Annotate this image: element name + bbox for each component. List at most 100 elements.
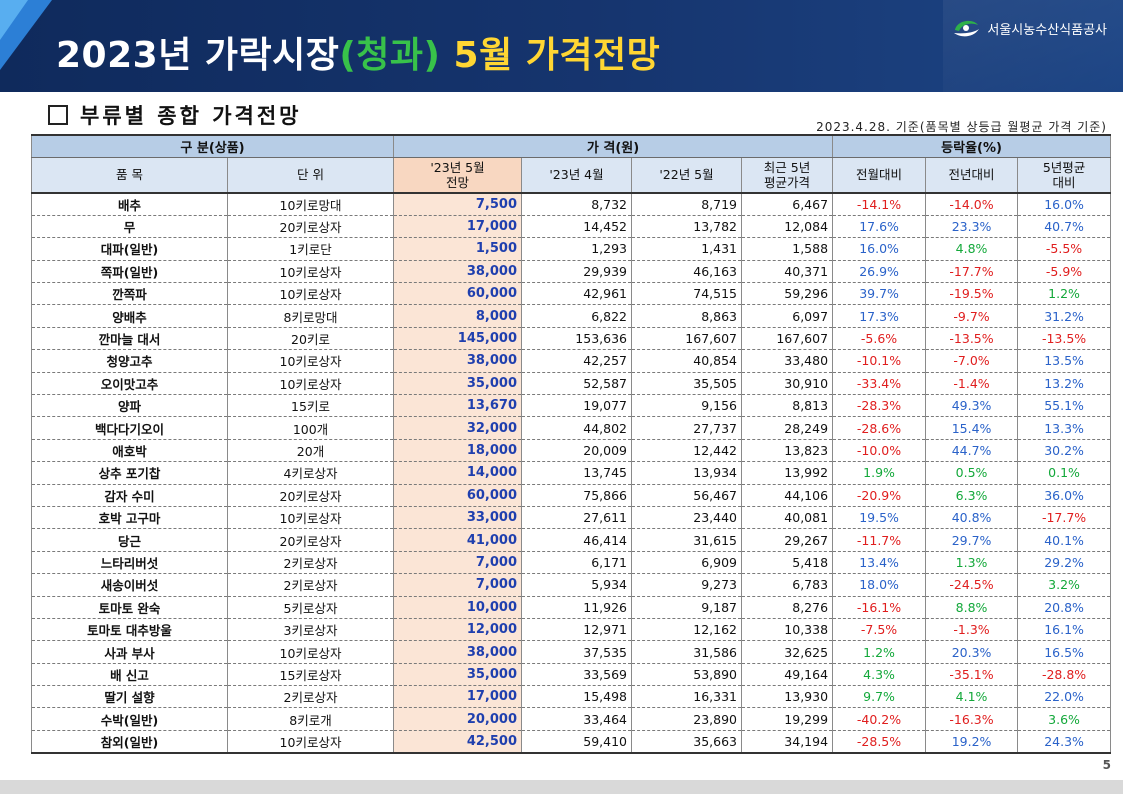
cell-may22: 74,515 xyxy=(631,282,742,306)
cell-forecast: 41,000 xyxy=(393,528,522,552)
col-header-may22: '22년 5월 xyxy=(631,157,742,194)
cell-item: 백다다기오이 xyxy=(31,416,228,440)
cell-may22: 9,273 xyxy=(631,573,742,597)
cell-apr23: 42,961 xyxy=(521,282,632,306)
col-header-mom: 전월대비 xyxy=(832,157,927,194)
cell-avg5: 40,081 xyxy=(740,506,834,530)
cell-mom: 19.5% xyxy=(832,506,927,530)
cell-unit: 10키로상자 xyxy=(227,260,394,284)
cell-forecast: 20,000 xyxy=(393,707,522,731)
cell-yoy: -35.1% xyxy=(925,663,1019,687)
cell-mom: 18.0% xyxy=(832,573,927,597)
cell-avg5: 8,276 xyxy=(740,596,834,619)
table-row: 수박(일반) 8키로개 20,000 33,464 23,890 19,299 -40.2%… xyxy=(31,707,1112,731)
cell-may22: 167,607 xyxy=(631,327,742,351)
cell-avg5: 6,467 xyxy=(740,193,834,216)
table-row: 무 20키로상자 17,000 14,452 13,782 12,084 17.6% 23.3… xyxy=(31,215,1112,239)
cell-forecast: 42,500 xyxy=(393,730,522,754)
basis-note: 2023.4.28. 기준(품목별 상등급 월평균 가격 기준) xyxy=(816,120,1107,134)
banner-sheen xyxy=(943,0,1123,92)
table-body: 배추 10키로망대 7,500 8,732 8,719 6,467 -14.1% -14.0%… xyxy=(31,193,1112,754)
table-row: 백다다기오이 100개 32,000 44,802 27,737 28,249 -28.6%… xyxy=(31,416,1112,440)
cell-yoy: 44.7% xyxy=(925,439,1019,463)
cell-unit: 20키로 xyxy=(227,327,394,351)
cell-mom: 1.9% xyxy=(832,461,927,485)
cell-yoy: -1.4% xyxy=(925,372,1019,396)
cell-mom: -7.5% xyxy=(832,618,927,642)
cell-item: 호박 고구마 xyxy=(31,506,228,530)
cell-vs5: 29.2% xyxy=(1017,551,1112,575)
cell-vs5: 16.0% xyxy=(1017,193,1112,216)
cell-may22: 23,890 xyxy=(631,707,742,731)
cell-avg5: 13,823 xyxy=(740,439,834,463)
cell-vs5: 20.8% xyxy=(1017,596,1112,619)
cell-vs5: -17.7% xyxy=(1017,506,1112,530)
cell-may22: 27,737 xyxy=(631,416,742,440)
square-bullet-icon xyxy=(48,105,68,125)
cell-forecast: 7,000 xyxy=(393,573,522,597)
cell-may22: 12,162 xyxy=(631,618,742,642)
cell-mom: 9.7% xyxy=(832,685,927,709)
section-heading: 부류별 종합 가격전망 xyxy=(48,100,302,130)
table-row: 사과 부사 10키로상자 38,000 37,535 31,586 32,625 1.2% 2… xyxy=(31,640,1112,664)
cell-avg5: 49,164 xyxy=(740,663,834,687)
cell-yoy: 4.8% xyxy=(925,237,1019,261)
cell-may22: 13,782 xyxy=(631,215,742,239)
cell-yoy: -14.0% xyxy=(925,193,1019,216)
cell-item: 양파 xyxy=(31,394,228,418)
table-row: 토마토 대추방울 3키로상자 12,000 12,971 12,162 10,338 -7.… xyxy=(31,618,1112,642)
table-row: 양배추 8키로망대 8,000 6,822 8,863 6,097 17.3% -9.7% 31… xyxy=(31,304,1112,328)
cell-avg5: 13,930 xyxy=(740,685,834,709)
cell-unit: 8키로개 xyxy=(227,707,394,731)
cell-vs5: 24.3% xyxy=(1017,730,1112,754)
cell-vs5: 13.2% xyxy=(1017,372,1112,396)
cell-mom: -10.1% xyxy=(832,349,927,373)
cell-apr23: 6,171 xyxy=(521,551,632,575)
cell-avg5: 32,625 xyxy=(740,640,834,664)
cell-may22: 16,331 xyxy=(631,685,742,709)
cell-mom: 1.2% xyxy=(832,640,927,664)
cell-vs5: 3.6% xyxy=(1017,707,1112,731)
cell-vs5: 0.1% xyxy=(1017,461,1112,485)
cell-apr23: 46,414 xyxy=(521,528,632,552)
cell-may22: 6,909 xyxy=(631,551,742,575)
table-row: 깐마늘 대서 20키로 145,000 153,636 167,607 167,607 -5… xyxy=(31,327,1112,351)
group-header-rate: 등락율(%) xyxy=(832,134,1112,158)
col-header-apr23: '23년 4월 xyxy=(521,157,632,194)
cell-apr23: 13,745 xyxy=(521,461,632,485)
cell-avg5: 167,607 xyxy=(740,327,834,351)
cell-mom: 26.9% xyxy=(832,260,927,284)
cell-apr23: 5,934 xyxy=(521,573,632,597)
cell-may22: 8,719 xyxy=(631,193,742,216)
cell-apr23: 6,822 xyxy=(521,304,632,328)
cell-may22: 56,467 xyxy=(631,484,742,507)
cell-unit: 15키로상자 xyxy=(227,663,394,687)
cell-mom: 39.7% xyxy=(832,282,927,306)
table-row: 상추 포기찹 4키로상자 14,000 13,745 13,934 13,992 1.9% 0… xyxy=(31,461,1112,485)
cell-vs5: 22.0% xyxy=(1017,685,1112,709)
table-row: 당근 20키로상자 41,000 46,414 31,615 29,267 -11.7% 29… xyxy=(31,528,1112,552)
cell-avg5: 30,910 xyxy=(740,372,834,396)
cell-yoy: -7.0% xyxy=(925,349,1019,373)
title-main: 2023년 가락시장 xyxy=(56,35,340,76)
cell-avg5: 34,194 xyxy=(740,730,834,754)
cell-apr23: 37,535 xyxy=(521,640,632,664)
banner-decoration-inner xyxy=(0,0,28,40)
title-month: 5월 가격전망 xyxy=(440,35,661,76)
cell-unit: 20키로상자 xyxy=(227,528,394,552)
col-header-forecast: '23년 5월 전망 xyxy=(393,157,522,194)
cell-avg5: 13,992 xyxy=(740,461,834,485)
cell-may22: 23,440 xyxy=(631,506,742,530)
cell-item: 양배추 xyxy=(31,304,228,328)
page-number: 5 xyxy=(1102,758,1111,772)
cell-forecast: 17,000 xyxy=(393,685,522,709)
cell-unit: 100개 xyxy=(227,416,394,440)
cell-unit: 10키로상자 xyxy=(227,506,394,530)
cell-unit: 20키로상자 xyxy=(227,484,394,507)
table-row: 새송이버섯 2키로상자 7,000 5,934 9,273 6,783 18.0% -24.5… xyxy=(31,573,1112,597)
cell-yoy: 6.3% xyxy=(925,484,1019,507)
cell-vs5: 30.2% xyxy=(1017,439,1112,463)
cell-item: 오이맛고추 xyxy=(31,372,228,396)
cell-item: 토마토 대추방울 xyxy=(31,618,228,642)
cell-forecast: 7,000 xyxy=(393,551,522,575)
